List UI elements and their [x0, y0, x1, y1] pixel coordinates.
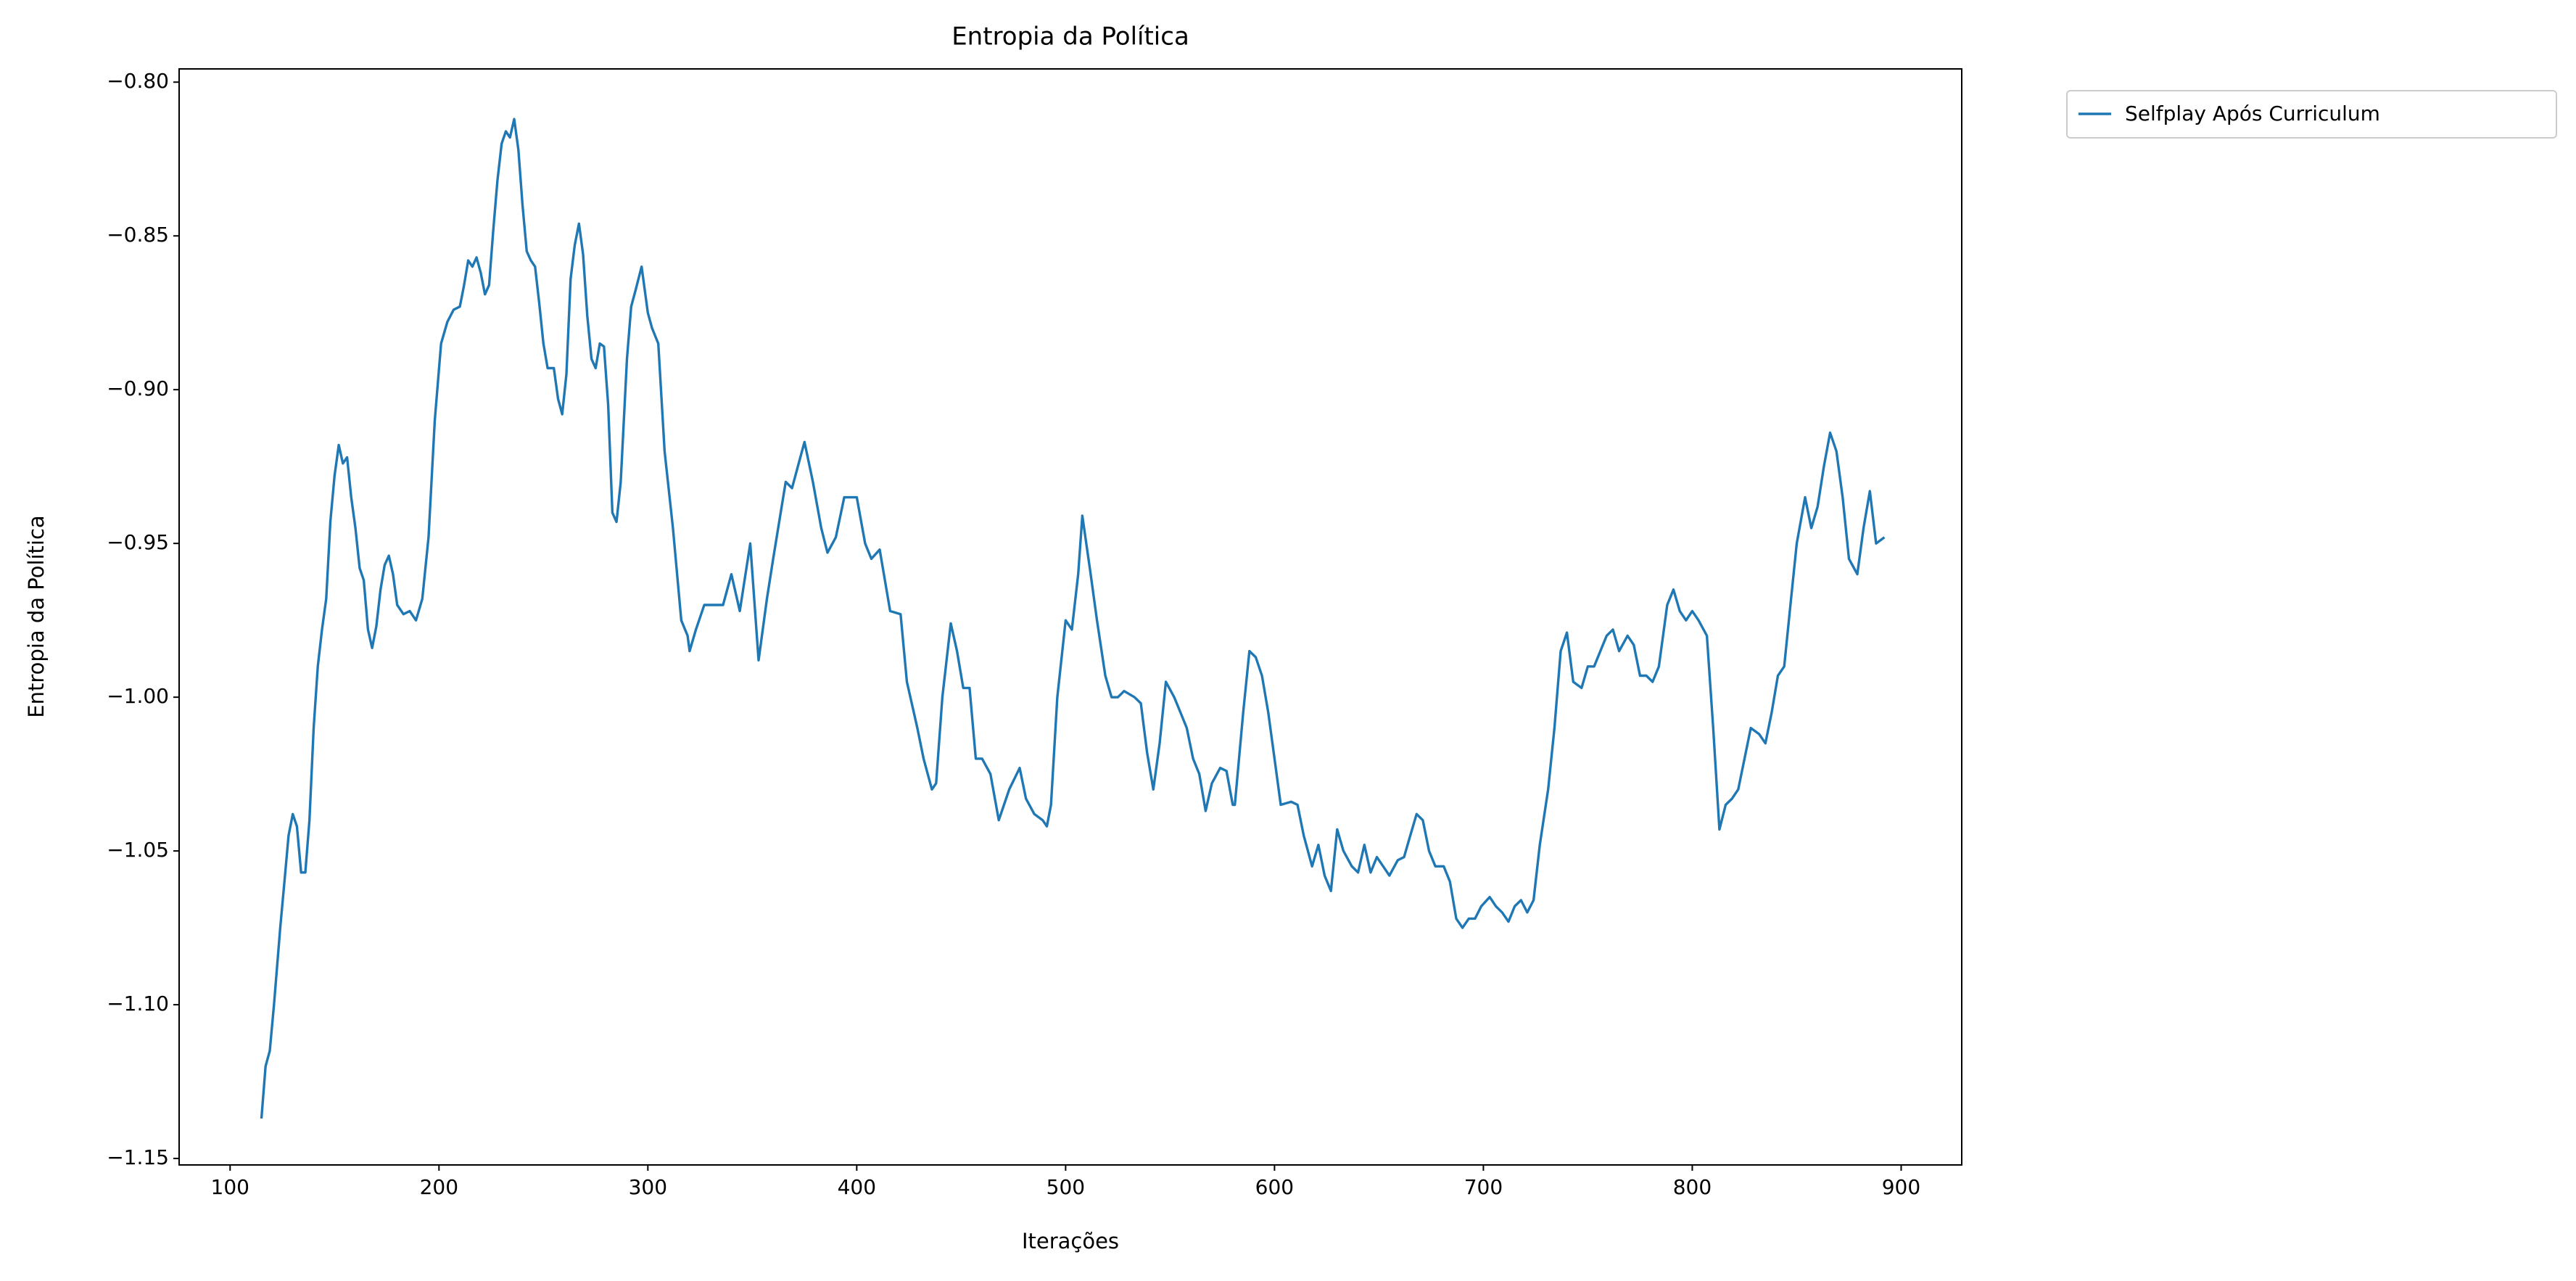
x-tick-label: 200	[420, 1175, 458, 1199]
y-tick-label: −1.10	[107, 992, 169, 1016]
x-tick-label: 300	[629, 1175, 667, 1199]
y-axis-label: Entropia da Política	[24, 515, 49, 717]
chart-title: Entropia da Política	[951, 22, 1189, 52]
y-tick-label: −1.05	[107, 838, 169, 862]
legend-box	[2066, 90, 2557, 139]
y-tick-label: −0.80	[107, 69, 169, 93]
x-tick-label: 400	[838, 1175, 876, 1199]
x-tick-label: 900	[1882, 1175, 1920, 1199]
y-tick-label: −1.00	[107, 684, 169, 708]
x-axis-label: Iterações	[1022, 1229, 1119, 1253]
legend-label: Selfplay Após Curriculum	[2125, 102, 2380, 125]
x-tick-label: 800	[1673, 1175, 1712, 1199]
x-tick-label: 700	[1464, 1175, 1503, 1199]
x-tick-label: 500	[1046, 1175, 1085, 1199]
x-tick-label: 100	[211, 1175, 249, 1199]
x-tick-label: 600	[1255, 1175, 1294, 1199]
plot-frame	[178, 68, 1962, 1166]
line-series	[260, 118, 1886, 1119]
y-tick-label: −0.95	[107, 530, 169, 554]
y-tick-label: −0.90	[107, 376, 169, 400]
y-tick-label: −1.15	[107, 1145, 169, 1169]
y-tick-label: −0.85	[107, 223, 169, 247]
